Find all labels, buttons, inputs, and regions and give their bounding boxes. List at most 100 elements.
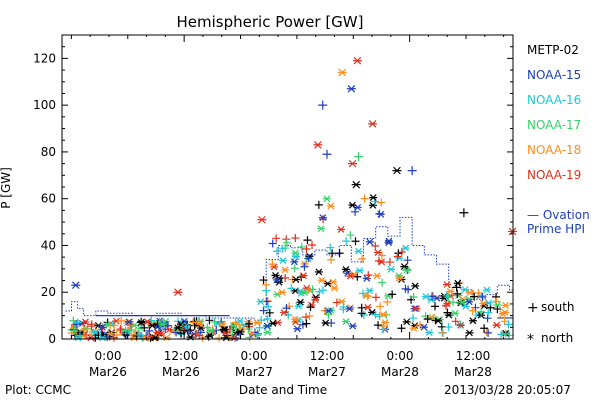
data-point-south: [290, 264, 299, 273]
data-point-north: [365, 238, 374, 246]
data-point-north: [256, 298, 265, 306]
data-point-north: [280, 309, 289, 316]
legend-north-label: north: [541, 331, 573, 345]
data-point-north: [348, 322, 357, 330]
data-point-north: [124, 318, 133, 326]
data-point-north: [395, 274, 404, 282]
data-point-south: [339, 305, 348, 314]
data-point-north: [368, 120, 378, 128]
data-point-south: [383, 297, 392, 306]
data-point-south: [449, 298, 458, 307]
data-point-south: [121, 326, 130, 335]
y-tick-label: 20: [41, 285, 56, 299]
data-point-south: [497, 330, 506, 339]
data-point-south: [268, 239, 277, 248]
data-point-south: [291, 234, 300, 243]
data-point-north: [341, 318, 350, 325]
data-point-south: [304, 254, 313, 263]
data-point-north: [271, 271, 280, 279]
data-point-south: [442, 291, 451, 300]
data-point-south: [210, 318, 219, 327]
data-point-south: [379, 322, 388, 331]
data-point-north: [299, 272, 308, 280]
data-point-north: [326, 202, 335, 210]
data-point-north: [411, 282, 420, 290]
data-point-south: [305, 311, 314, 320]
data-point-south: [407, 166, 417, 176]
data-point-south: [298, 320, 307, 329]
data-point-south: [453, 289, 462, 298]
data-point-north: [290, 258, 299, 266]
data-point-north: [173, 324, 182, 332]
data-point-south: [374, 321, 383, 330]
data-point-north: [348, 201, 357, 209]
data-point-south: [374, 256, 383, 265]
data-point-north: [86, 334, 95, 342]
data-point-south: [272, 234, 281, 243]
data-point-south: [231, 333, 240, 342]
data-point-north: [446, 287, 455, 295]
x-tick-label-date: Mar28: [381, 365, 419, 379]
data-point-north: [337, 226, 346, 233]
data-point-north: [330, 284, 339, 292]
data-point-north: [162, 334, 171, 342]
x-tick-label-date: Mar27: [235, 365, 273, 379]
data-point-south: [385, 258, 394, 267]
data-point-north: [218, 320, 227, 328]
data-point-south: [303, 236, 312, 245]
legend-ovation-line1: — Ovation: [527, 208, 590, 222]
data-point-south: [359, 311, 368, 320]
data-point-north: [501, 309, 510, 316]
data-point-north: [355, 267, 364, 275]
data-point-north: [465, 329, 474, 337]
data-point-north: [346, 84, 356, 93]
legend-north-symbol: *: [527, 332, 534, 348]
data-point-south: [308, 241, 317, 250]
data-point-north: [281, 266, 290, 274]
data-point-south: [259, 306, 268, 315]
data-point-north: [158, 320, 167, 328]
data-point-south: [244, 319, 253, 328]
data-point-south: [357, 303, 366, 312]
data-point-south: [87, 322, 96, 331]
data-point-south: [318, 100, 328, 110]
data-point-south: [117, 325, 126, 334]
data-point-north: [206, 327, 215, 335]
data-point-south: [371, 241, 380, 250]
x-tick-label-time: 0:00: [241, 349, 268, 363]
data-point-south: [377, 198, 386, 207]
data-point-south: [393, 252, 402, 261]
data-point-north: [257, 215, 267, 224]
data-point-south: [190, 321, 199, 330]
data-point-north: [402, 266, 411, 274]
data-point-south: [375, 209, 384, 218]
data-point-north: [292, 276, 301, 283]
data-point-south: [282, 235, 291, 244]
y-axis-label: P [GW]: [0, 167, 13, 209]
data-point-south: [409, 314, 418, 323]
data-point-north: [329, 278, 338, 286]
data-point-north: [443, 300, 452, 308]
data-point-north: [400, 263, 409, 271]
data-point-south: [364, 271, 373, 280]
legend-ovation-line2: Prime HPI: [527, 222, 585, 236]
data-point-north: [153, 328, 162, 336]
y-tick-label: 40: [41, 238, 56, 252]
data-point-north: [352, 56, 362, 65]
data-point-south: [444, 293, 453, 302]
data-point-north: [165, 326, 174, 334]
x-tick-label-time: 0:00: [387, 349, 414, 363]
data-point-south: [109, 333, 118, 342]
data-point-south: [388, 290, 397, 299]
footer-timestamp: 2013/03/28 20:05:07: [444, 383, 571, 397]
data-point-south: [371, 293, 380, 302]
data-point-south: [328, 249, 337, 258]
data-point-south: [263, 314, 272, 323]
data-point-south: [297, 242, 306, 251]
data-point-south: [189, 318, 198, 327]
data-point-south: [70, 323, 79, 332]
data-point-north: [98, 334, 107, 342]
data-point-south: [268, 260, 277, 269]
data-point-north: [492, 321, 501, 329]
